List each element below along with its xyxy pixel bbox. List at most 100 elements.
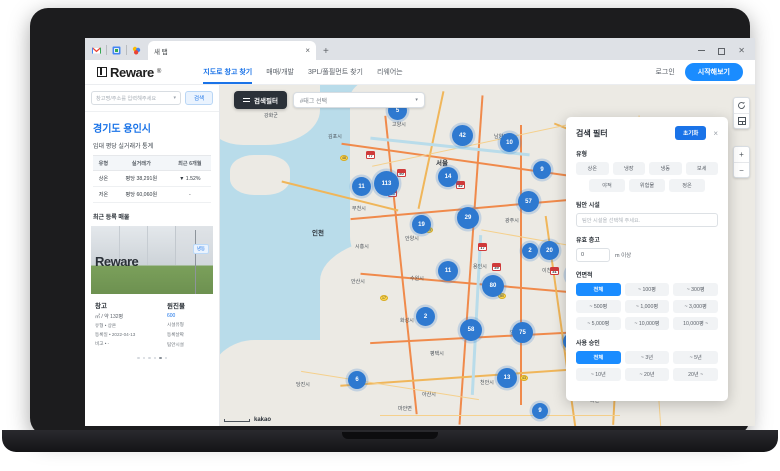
- listing-card[interactable]: Reware 냉동 창고 ㎡ / 약 132평 유형 • 상온 등록일 • 20…: [91, 226, 213, 360]
- area-chip-100[interactable]: ~ 100평: [624, 283, 670, 296]
- map-place-label: 아산시: [422, 392, 436, 398]
- type-chip-ambient[interactable]: 상온: [576, 162, 609, 175]
- nav-item-3pl-fulfillment[interactable]: 3PL/풀필먼트 찾기: [307, 69, 363, 76]
- app-body: 창고명/주소를 입력해주세요 ▾ 검색 경기도 용인시 임대 평당 실거래가 통…: [85, 85, 755, 426]
- photo-logo-text: Reware: [95, 254, 139, 269]
- map-cluster-marker[interactable]: 113: [374, 171, 399, 196]
- brand-registered-mark: ®: [156, 69, 162, 75]
- laptop-notch: [342, 432, 438, 439]
- area-chip-500[interactable]: ~ 500평: [576, 300, 621, 313]
- search-filter-button[interactable]: 검색필터: [234, 91, 287, 109]
- laptop-body: 새 탭 × + ✕ Reware ® 지도로 창고 찾기: [30, 8, 755, 436]
- map-cluster-marker[interactable]: 9: [532, 403, 548, 419]
- map-cluster-marker[interactable]: 20: [540, 241, 559, 260]
- height-input[interactable]: 0: [576, 248, 610, 262]
- browser-tab[interactable]: 새 탭 ×: [148, 41, 316, 60]
- nav-item-map-search[interactable]: 지도로 창고 찾기: [203, 60, 252, 84]
- area-chip-over-10000[interactable]: 10,000평 ~: [673, 317, 718, 330]
- nav-item-sale-development[interactable]: 매매/개발: [266, 69, 294, 76]
- map-cluster-marker[interactable]: 80: [482, 275, 504, 297]
- approval-chip-20y[interactable]: ~ 20년: [624, 368, 670, 381]
- close-icon[interactable]: ×: [713, 128, 718, 138]
- listing-attr-facility: 시설유형: [167, 322, 184, 327]
- local-road-marker-icon: 48: [340, 155, 348, 161]
- area-chip-all[interactable]: 전체: [576, 283, 621, 296]
- approval-chip-5y[interactable]: ~ 5년: [673, 351, 718, 364]
- maximize-icon[interactable]: [718, 47, 726, 55]
- carousel-dot[interactable]: [137, 356, 140, 360]
- brand-logo[interactable]: Reware ®: [97, 65, 161, 80]
- map-cluster-marker[interactable]: 58: [460, 319, 482, 341]
- approval-options-grid: 전체 ~ 3년 ~ 5년 ~ 10년 ~ 20년 20년 ~: [576, 351, 718, 381]
- type-chip-frozen[interactable]: 냉동: [649, 162, 682, 175]
- window-icon[interactable]: [112, 46, 121, 55]
- get-started-button[interactable]: 시작해보기: [684, 63, 743, 81]
- chevron-down-icon[interactable]: ▾: [173, 95, 176, 101]
- area-chip-300[interactable]: ~ 300평: [673, 283, 718, 296]
- search-input[interactable]: 창고명/주소를 입력해주세요 ▾: [91, 91, 181, 105]
- facility-input[interactable]: 팀안 시설을 선택해 주세요.: [576, 213, 718, 227]
- map-area[interactable]: 강화군김포시고양시서울인천부천시시흥시안양시성남시광주시수원시안산시용인시화성시…: [220, 85, 755, 426]
- reset-filters-button[interactable]: 초기화: [675, 126, 707, 140]
- map-cluster-marker[interactable]: 29: [457, 207, 479, 229]
- type-chip-hazardous[interactable]: 위험물: [629, 179, 665, 192]
- approval-chip-3y[interactable]: ~ 3년: [624, 351, 670, 364]
- carousel-dot[interactable]: [142, 356, 145, 360]
- map-cluster-marker[interactable]: 75: [512, 322, 533, 343]
- nav-item-about[interactable]: 리웨어는: [376, 69, 403, 76]
- area-chip-5000[interactable]: ~ 5,000평: [576, 317, 621, 330]
- map-cluster-marker[interactable]: 6: [348, 371, 366, 389]
- carousel-dot[interactable]: [153, 356, 156, 360]
- type-chip-constant-temp[interactable]: 정온: [669, 179, 705, 192]
- map-cluster-marker[interactable]: 2: [416, 307, 435, 326]
- map-cluster-marker[interactable]: 11: [352, 177, 371, 196]
- tab-close-icon[interactable]: ×: [305, 46, 310, 55]
- tag-select-dropdown[interactable]: #태그 선택 ▾: [292, 92, 425, 108]
- height-unit-label: m 이상: [615, 253, 632, 259]
- approval-chip-over-20y[interactable]: 20년 ~: [673, 368, 718, 381]
- map-top-bar: 검색필터 #태그 선택 ▾: [234, 91, 425, 109]
- area-chip-10000[interactable]: ~ 10,000평: [624, 317, 670, 330]
- cell-price: 평당 38,291원: [113, 170, 169, 187]
- listing-type-badge: 냉동: [192, 244, 209, 254]
- listing-attr-storage: 팀안시설: [167, 341, 184, 347]
- map-cluster-marker[interactable]: 19: [412, 215, 431, 234]
- local-road-marker-icon: 17: [380, 295, 388, 301]
- window-close-icon[interactable]: ✕: [738, 46, 745, 55]
- search-button[interactable]: 검색: [185, 91, 213, 105]
- recent-listings-title: 최근 등록 매물: [93, 215, 130, 221]
- warehouse-wall: [91, 226, 177, 266]
- map-cluster-marker[interactable]: 14: [438, 167, 458, 187]
- map-cluster-marker[interactable]: 9: [533, 161, 551, 179]
- login-link[interactable]: 로그인: [655, 69, 675, 76]
- zoom-out-button[interactable]: −: [734, 162, 749, 177]
- new-tab-button[interactable]: +: [323, 46, 329, 57]
- map-cluster-marker[interactable]: 2: [522, 243, 538, 259]
- extension-icon[interactable]: [132, 46, 141, 55]
- map-cluster-marker[interactable]: 13: [497, 368, 517, 388]
- zoom-in-button[interactable]: +: [739, 150, 744, 159]
- map-cluster-marker[interactable]: 42: [452, 125, 473, 146]
- layers-icon[interactable]: [734, 113, 749, 128]
- map-cluster-marker[interactable]: 10: [500, 133, 519, 152]
- carousel-dot-active[interactable]: [159, 356, 162, 360]
- map-cluster-marker[interactable]: 57: [518, 191, 539, 212]
- map-cluster-marker[interactable]: 11: [438, 261, 458, 281]
- gmail-icon[interactable]: [92, 46, 101, 55]
- type-chip-chilled[interactable]: 냉장: [612, 162, 645, 175]
- approval-chip-10y[interactable]: ~ 10년: [576, 368, 621, 381]
- minimize-icon[interactable]: [698, 49, 706, 51]
- type-chip-row-2: 야적 위험물 정온: [576, 179, 718, 192]
- carousel-dot[interactable]: [164, 356, 167, 360]
- tag-select-value: #태그 선택: [299, 98, 328, 105]
- type-chip-bonded[interactable]: 보세: [685, 162, 718, 175]
- type-chip-outdoor[interactable]: 야적: [589, 179, 625, 192]
- header-actions: 로그인 시작해보기: [655, 63, 743, 81]
- refresh-icon[interactable]: [734, 98, 749, 113]
- map-attribution: kakao: [224, 417, 271, 423]
- carousel-dot[interactable]: [148, 356, 151, 360]
- area-chip-1000[interactable]: ~ 1,000평: [624, 300, 670, 313]
- area-chip-3000[interactable]: ~ 3,000평: [673, 300, 718, 313]
- approval-chip-all[interactable]: 전체: [576, 351, 621, 364]
- filter-panel-header: 검색 필터 초기화 ×: [576, 126, 718, 140]
